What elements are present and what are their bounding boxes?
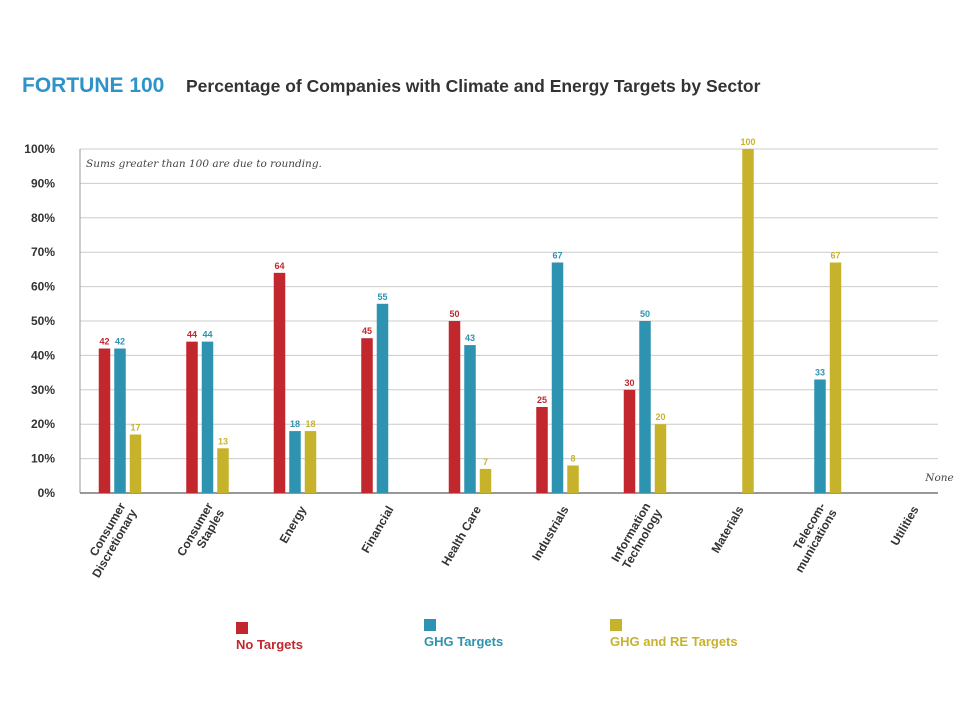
- y-tick-label: 20%: [31, 417, 55, 431]
- legend-swatch-no-targets: [236, 622, 248, 634]
- data-label-ghg-targets: 18: [290, 419, 300, 429]
- data-label-ghg-targets: 43: [465, 333, 475, 343]
- data-label-no-targets: 42: [99, 337, 109, 347]
- bar-ghg-re-targets: [829, 262, 842, 493]
- legend: No Targets GHG Targets GHG and RE Targets: [236, 619, 738, 652]
- bar-ghg-targets: [289, 431, 301, 493]
- legend-swatch-ghg-re-targets: [610, 619, 622, 631]
- x-tick-label-line: Utilities: [888, 503, 922, 548]
- x-tick-label: Industrials: [529, 503, 572, 563]
- bar-ghg-targets: [639, 321, 651, 493]
- bar-ghg-re-targets: [742, 149, 754, 493]
- bar-ghg-re-targets: [654, 424, 667, 493]
- data-label-ghg-targets: 42: [115, 337, 125, 347]
- data-label-no-targets: 44: [187, 330, 197, 340]
- bar-ghg-re-targets: [479, 468, 492, 493]
- data-label-no-targets: 64: [274, 261, 284, 271]
- legend-swatch-ghg-targets: [424, 619, 436, 631]
- data-label-no-targets: 45: [362, 326, 372, 336]
- bar-ghg-targets: [551, 262, 564, 493]
- bar-no-targets: [273, 272, 286, 493]
- x-tick-label: Utilities: [888, 503, 922, 548]
- y-tick-label: 100%: [24, 142, 55, 156]
- data-label-ghg-re-targets: 18: [305, 419, 315, 429]
- bar-ghg-re-targets: [129, 434, 142, 493]
- x-tick-label-line: Health Care: [439, 503, 485, 568]
- data-label-no-targets: 50: [449, 309, 459, 319]
- bar-no-targets: [623, 389, 636, 493]
- bar-ghg-re-targets: [567, 465, 579, 493]
- bar-no-targets: [536, 407, 548, 493]
- legend-label-ghg-targets: GHG Targets: [424, 634, 503, 649]
- x-tick-label-line: Financial: [358, 504, 396, 556]
- x-tick-label: Financial: [358, 504, 396, 556]
- data-label-ghg-re-targets: 17: [130, 423, 140, 433]
- x-tick-label-line: Industrials: [529, 503, 572, 563]
- x-tick-label-line: Materials: [708, 503, 746, 555]
- bar-ghg-re-targets: [217, 448, 229, 493]
- bar-ghg-targets: [464, 345, 476, 493]
- y-axis: 0% 10% 20% 30% 40% 50% 60% 70% 80% 90% 100%: [24, 142, 55, 500]
- bars: [98, 149, 842, 493]
- data-label-ghg-targets: 50: [640, 309, 650, 319]
- data-label-ghg-targets: 55: [377, 292, 387, 302]
- data-label-ghg-re-targets: 13: [218, 436, 228, 446]
- bar-no-targets: [186, 341, 198, 493]
- data-label-ghg-re-targets: 67: [830, 251, 840, 261]
- bar-no-targets: [448, 321, 461, 493]
- none-annotation: None: [924, 472, 954, 484]
- brand-title: FORTUNE 100: [22, 74, 164, 97]
- x-tick-label: Materials: [708, 503, 746, 555]
- data-label-no-targets: 30: [624, 378, 634, 388]
- legend-label-no-targets: No Targets: [236, 637, 303, 652]
- data-labels: 42 42 17 44 44 13 64 18 18 45 55 50 43 7 25 67 8 30 50 20 10…: [99, 137, 840, 467]
- annotations: None: [924, 472, 954, 484]
- x-tick-label-line: Energy: [277, 503, 310, 546]
- legend-label-ghg-re-targets: GHG and RE Targets: [610, 634, 738, 649]
- bar-ghg-targets: [114, 348, 126, 493]
- x-tick-label: Energy: [277, 503, 310, 546]
- y-tick-label: 0%: [38, 486, 56, 500]
- data-label-ghg-re-targets: 7: [483, 457, 488, 467]
- bar-ghg-re-targets: [304, 431, 317, 493]
- bar-no-targets: [361, 338, 373, 493]
- data-label-ghg-re-targets: 100: [740, 137, 755, 147]
- data-label-ghg-re-targets: 8: [570, 453, 575, 463]
- y-tick-label: 60%: [31, 280, 55, 294]
- data-label-no-targets: 25: [537, 395, 547, 405]
- bar-ghg-targets: [814, 379, 826, 493]
- bar-no-targets: [98, 348, 111, 493]
- x-tick-label: Health Care: [439, 503, 485, 568]
- rounding-note: Sums greater than 100 are due to roundin…: [86, 158, 322, 170]
- data-label-ghg-targets: 33: [815, 367, 825, 377]
- y-tick-label: 30%: [31, 383, 55, 397]
- y-tick-label: 70%: [31, 245, 55, 259]
- data-label-ghg-targets: 67: [552, 251, 562, 261]
- y-tick-label: 10%: [31, 452, 55, 466]
- y-tick-label: 50%: [31, 314, 55, 328]
- bar-ghg-targets: [201, 341, 214, 493]
- x-tick-label: Telecom-munications: [790, 500, 839, 575]
- data-label-ghg-re-targets: 20: [655, 412, 665, 422]
- chart-title: Percentage of Companies with Climate and…: [186, 76, 761, 96]
- bar-ghg-targets: [376, 303, 389, 493]
- y-tick-label: 40%: [31, 348, 55, 362]
- y-tick-label: 90%: [31, 176, 55, 190]
- y-tick-label: 80%: [31, 211, 55, 225]
- data-label-ghg-targets: 44: [202, 330, 212, 340]
